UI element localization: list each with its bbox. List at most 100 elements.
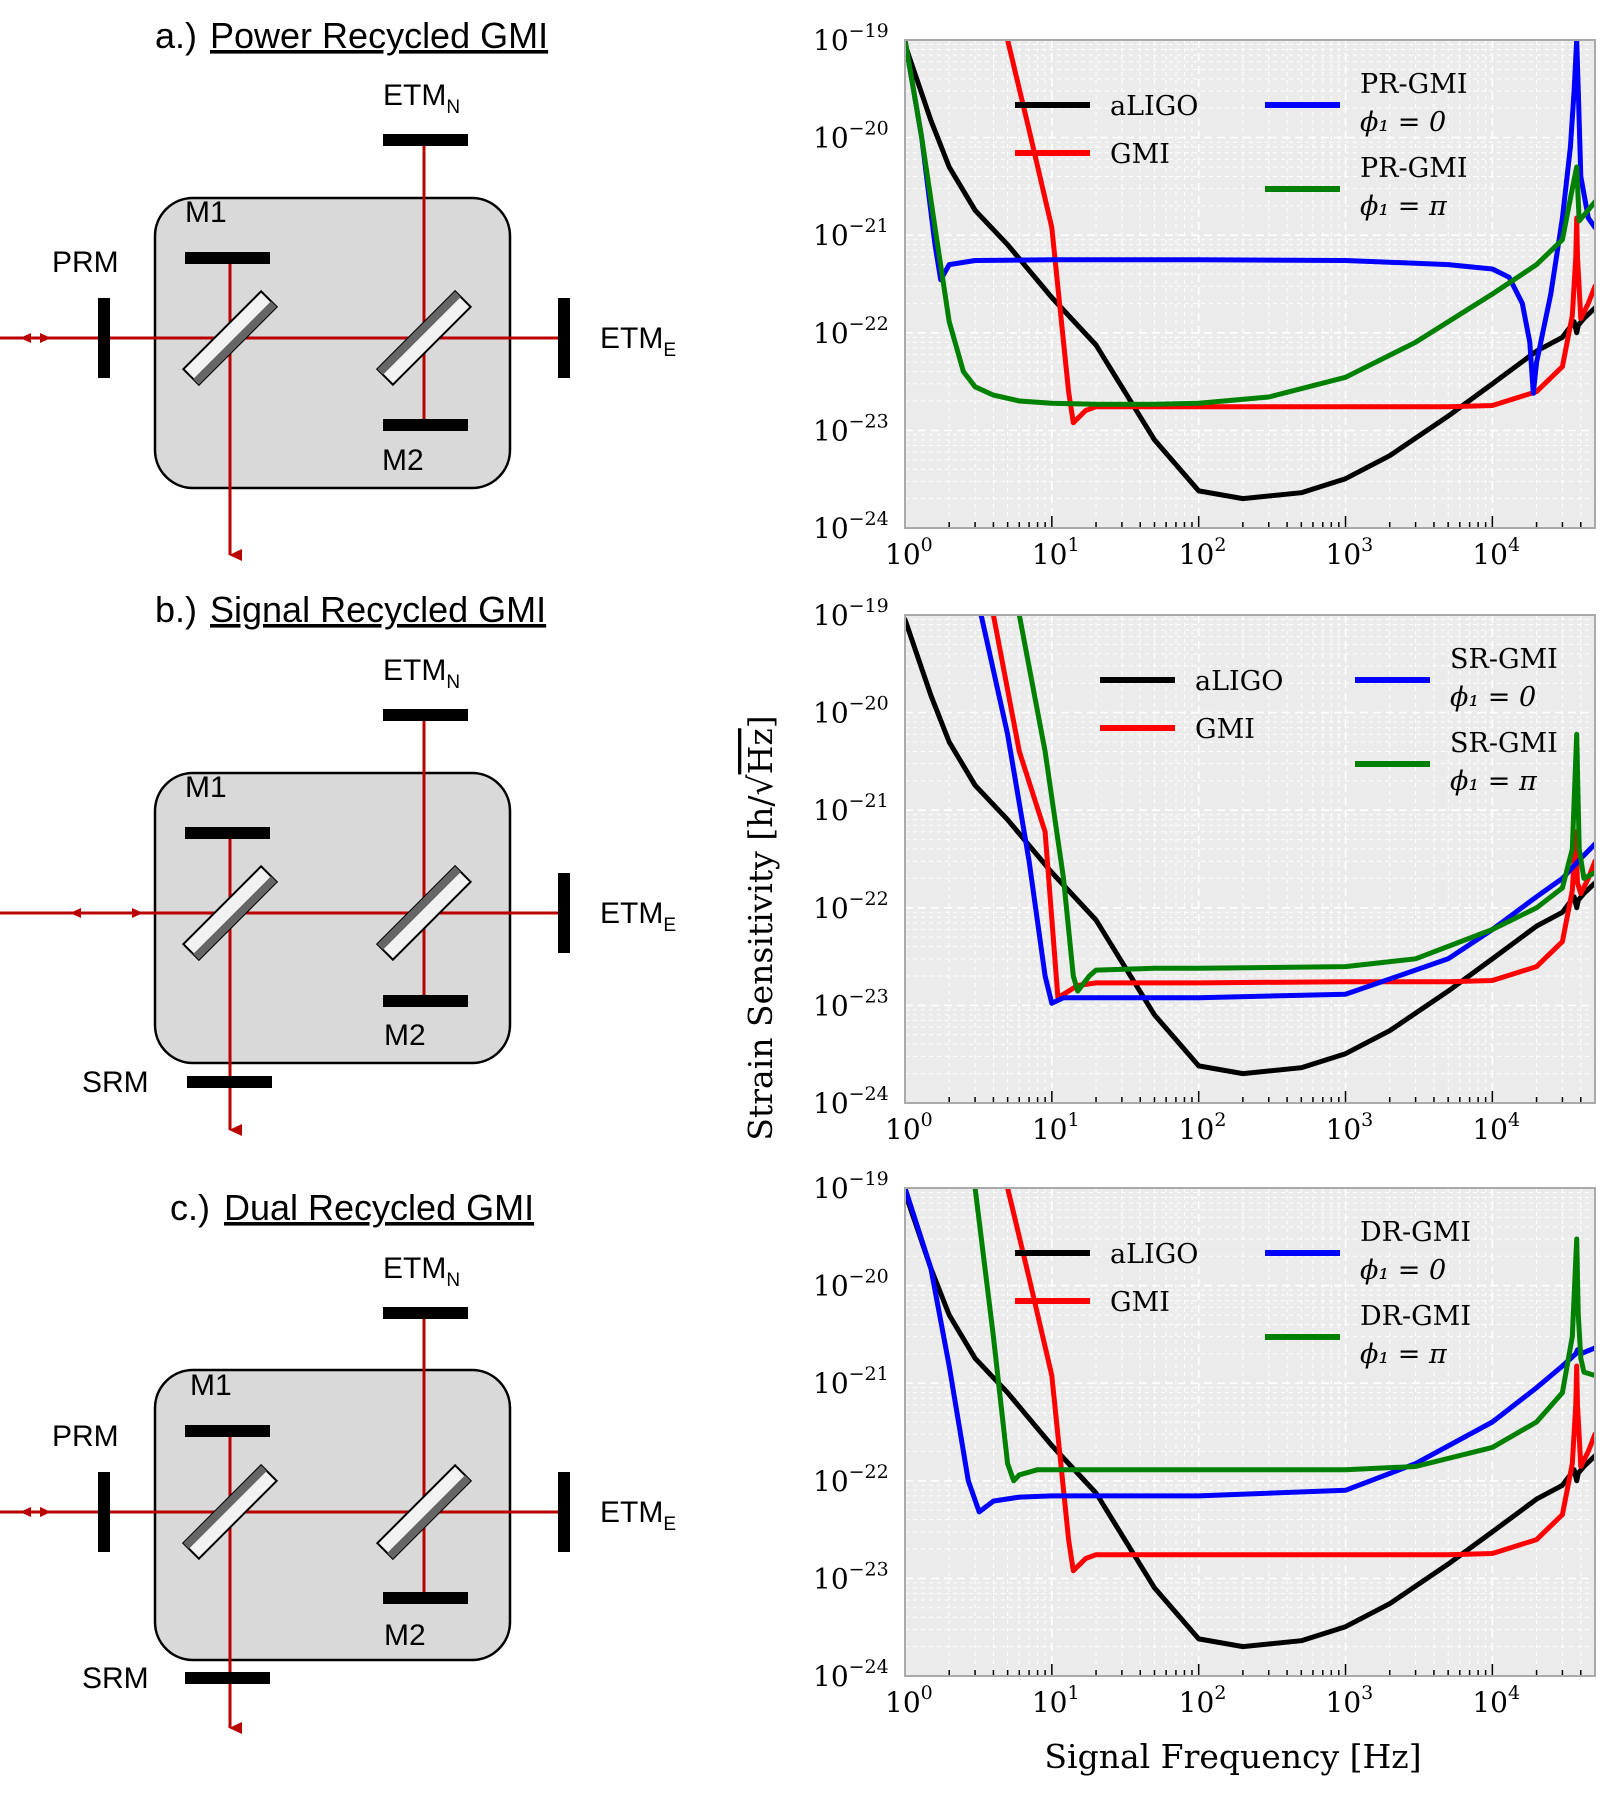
y-tick-label: 10−24 bbox=[813, 508, 889, 545]
series-line-phipi bbox=[905, 40, 1595, 407]
legend-label-gmi: GMI bbox=[1110, 1287, 1170, 1318]
diagram-a-title: Power Recycled GMI bbox=[210, 15, 548, 56]
legend-label-phipi: SR-GMI bbox=[1450, 728, 1558, 759]
diagram-b-etme-mirror bbox=[558, 873, 570, 953]
diagram-a-etme-label: ETME bbox=[600, 322, 676, 361]
x-tick-label: 102 bbox=[1179, 1682, 1227, 1719]
diagram-a-m1-label: M1 bbox=[185, 196, 227, 229]
plot-frame bbox=[904, 614, 1596, 1104]
series-line-phipi bbox=[972, 1188, 1595, 1484]
series-line-aligo bbox=[905, 617, 1595, 1077]
legend-label-phi0: PR-GMI bbox=[1360, 69, 1468, 100]
y-tick-label: 10−22 bbox=[813, 313, 889, 350]
diagram-b-m2-mirror bbox=[383, 995, 468, 1007]
diagram-b-m2-label: M2 bbox=[384, 1019, 426, 1052]
legend-phase-phipi: ϕ₁ = π bbox=[1360, 191, 1448, 222]
plot-area bbox=[905, 615, 1595, 1103]
diagram-b-m1-label: M1 bbox=[185, 771, 227, 804]
y-tick-label: 10−24 bbox=[813, 1083, 889, 1120]
y-tick-label: 10−24 bbox=[813, 1656, 889, 1693]
y-tick-label: 10−23 bbox=[813, 985, 889, 1022]
series-line-phi0 bbox=[978, 615, 1595, 1006]
diagram-c-prm-label: PRM bbox=[52, 1420, 119, 1453]
diagram-c-prefix: c.) bbox=[170, 1187, 210, 1228]
legend-label-gmi: GMI bbox=[1110, 139, 1170, 170]
diagram-c-etmn-label: ETMN bbox=[383, 1252, 460, 1291]
legend-label-gmi: GMI bbox=[1195, 714, 1255, 745]
x-tick-label: 103 bbox=[1326, 1682, 1374, 1719]
diagram-c-enclosure bbox=[153, 1368, 512, 1662]
diagram-b-etmn-label: ETMN bbox=[383, 654, 460, 693]
diagram-b-beamsplitter-2 bbox=[375, 864, 473, 962]
y-tick-label: 10−21 bbox=[813, 1363, 889, 1400]
diagram-b-srm-label: SRM bbox=[82, 1066, 149, 1099]
series-line-aligo bbox=[905, 1190, 1595, 1650]
x-tick-label: 102 bbox=[1179, 534, 1227, 571]
y-tick-label: 10−21 bbox=[813, 790, 889, 827]
y-axis-label: Strain Sensitivity [h/√Hz] bbox=[741, 715, 780, 1140]
legend-phase-phipi: ϕ₁ = π bbox=[1360, 1339, 1448, 1370]
legend-label-phi0: SR-GMI bbox=[1450, 644, 1558, 675]
diagram-a-m2-label: M2 bbox=[382, 444, 424, 477]
y-tick-label: 10−20 bbox=[813, 118, 889, 155]
y-tick-label: 10−22 bbox=[813, 1461, 889, 1498]
diagram-c-m1-label: M1 bbox=[190, 1369, 232, 1402]
series-line-aligo bbox=[905, 42, 1595, 502]
legend-label-aligo: aLIGO bbox=[1195, 666, 1283, 697]
y-tick-label: 10−23 bbox=[813, 1558, 889, 1595]
series-line-phi0 bbox=[905, 1188, 1595, 1515]
diagram-a-enclosure bbox=[153, 196, 512, 490]
diagram-c: c.) Dual Recycled GMI PRM M1 ETMN M2 ETM… bbox=[0, 1187, 676, 1734]
diagram-c-beamsplitter-2 bbox=[375, 1463, 473, 1561]
legend-phase-phipi: ϕ₁ = π bbox=[1450, 766, 1538, 797]
x-tick-label: 100 bbox=[885, 1682, 933, 1719]
diagram-c-m2-label: M2 bbox=[384, 1619, 426, 1652]
x-tick-label: 100 bbox=[885, 534, 933, 571]
diagram-a-prefix: a.) bbox=[155, 15, 197, 56]
series-line-gmi bbox=[1005, 1188, 1595, 1574]
diagram-a-etmn-label: ETMN bbox=[383, 79, 460, 118]
diagram-b: b.) Signal Recycled GMI M1 ETMN M2 ETME … bbox=[0, 589, 676, 1136]
x-tick-label: 103 bbox=[1326, 534, 1374, 571]
x-tick-label: 101 bbox=[1032, 1682, 1080, 1719]
diagram-a-prm-mirror bbox=[98, 298, 110, 378]
diagram-a-m1-mirror bbox=[185, 252, 270, 264]
x-tick-label: 104 bbox=[1472, 1682, 1520, 1719]
plot-frame bbox=[904, 39, 1596, 529]
x-tick-label: 100 bbox=[885, 1109, 933, 1146]
diagram-b-m1-mirror bbox=[185, 827, 270, 839]
series-line-phi0 bbox=[905, 40, 1595, 396]
diagram-b-etme-label: ETME bbox=[600, 897, 676, 936]
y-tick-label: 10−19 bbox=[813, 595, 889, 632]
x-tick-label: 104 bbox=[1472, 1109, 1520, 1146]
diagram-c-title: Dual Recycled GMI bbox=[224, 1187, 534, 1228]
diagram-a-etme-mirror bbox=[558, 298, 570, 378]
legend-label-phi0: DR-GMI bbox=[1360, 1217, 1471, 1248]
legend-label-phipi: DR-GMI bbox=[1360, 1301, 1471, 1332]
plot-area bbox=[905, 40, 1595, 528]
diagram-a-prm-label: PRM bbox=[52, 246, 119, 279]
y-tick-label: 10−23 bbox=[813, 410, 889, 447]
diagram-c-etme-mirror bbox=[558, 1472, 570, 1552]
diagram-a-beamsplitter-1 bbox=[181, 289, 279, 387]
y-tick-label: 10−19 bbox=[813, 1168, 889, 1205]
diagram-b-enclosure bbox=[153, 771, 512, 1065]
diagram-c-srm-label: SRM bbox=[82, 1662, 149, 1695]
diagram-c-srm-mirror bbox=[185, 1672, 270, 1684]
legend-phase-phi0: ϕ₁ = 0 bbox=[1450, 682, 1536, 713]
y-tick-label: 10−19 bbox=[813, 20, 889, 57]
diagram-c-prm-mirror bbox=[98, 1472, 110, 1552]
legend-label-phipi: PR-GMI bbox=[1360, 153, 1468, 184]
diagram-c-m2-mirror bbox=[383, 1592, 468, 1604]
diagram-b-title: Signal Recycled GMI bbox=[210, 589, 546, 630]
plot-area bbox=[905, 1188, 1595, 1676]
legend-label-aligo: aLIGO bbox=[1110, 91, 1198, 122]
diagram-c-etmn-mirror bbox=[383, 1307, 468, 1319]
diagram-b-prefix: b.) bbox=[155, 589, 197, 630]
diagram-b-etmn-mirror bbox=[383, 709, 468, 721]
y-tick-label: 10−22 bbox=[813, 888, 889, 925]
x-tick-label: 102 bbox=[1179, 1109, 1227, 1146]
